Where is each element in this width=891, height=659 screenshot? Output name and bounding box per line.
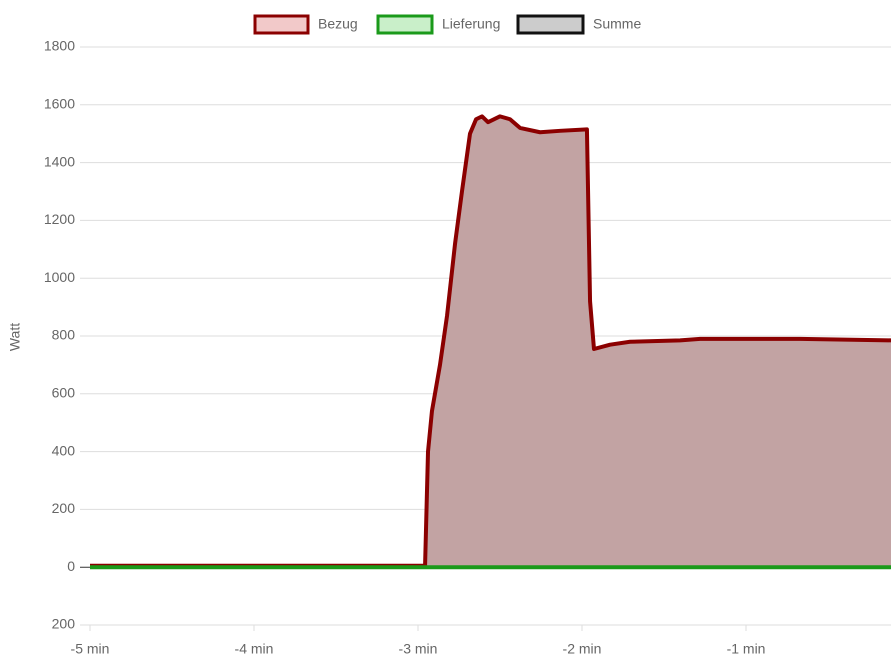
y-tick-label: 1000 [44,269,75,285]
legend-swatch [376,14,434,35]
legend-swatch [516,14,585,35]
y-tick-label: 400 [52,442,76,458]
legend-label: Lieferung [442,16,500,32]
y-tick-label: 800 [52,327,76,343]
area [90,116,891,568]
x-tick-label: -1 min [727,641,766,657]
x-tick-label: -3 min [399,641,438,657]
y-tick-label: 0 [67,558,75,574]
y-tick-label: 200 [52,616,76,632]
legend-label: Summe [593,16,641,32]
y-axis-label: Watt [7,323,23,351]
y-tick-label: 1200 [44,211,75,227]
y-tick-label: 1600 [44,96,75,112]
y-tick-label: 1800 [44,38,75,54]
y-tick-label: 1400 [44,153,75,169]
line [90,114,891,568]
y-tick-label: 600 [52,385,76,401]
x-tick-label: -5 min [71,641,110,657]
legend-swatch [253,14,310,35]
y-tick-label: 200 [52,500,76,516]
x-tick-label: -4 min [235,641,274,657]
legend-label: Bezug [318,16,358,32]
x-tick-label: -2 min [563,641,602,657]
